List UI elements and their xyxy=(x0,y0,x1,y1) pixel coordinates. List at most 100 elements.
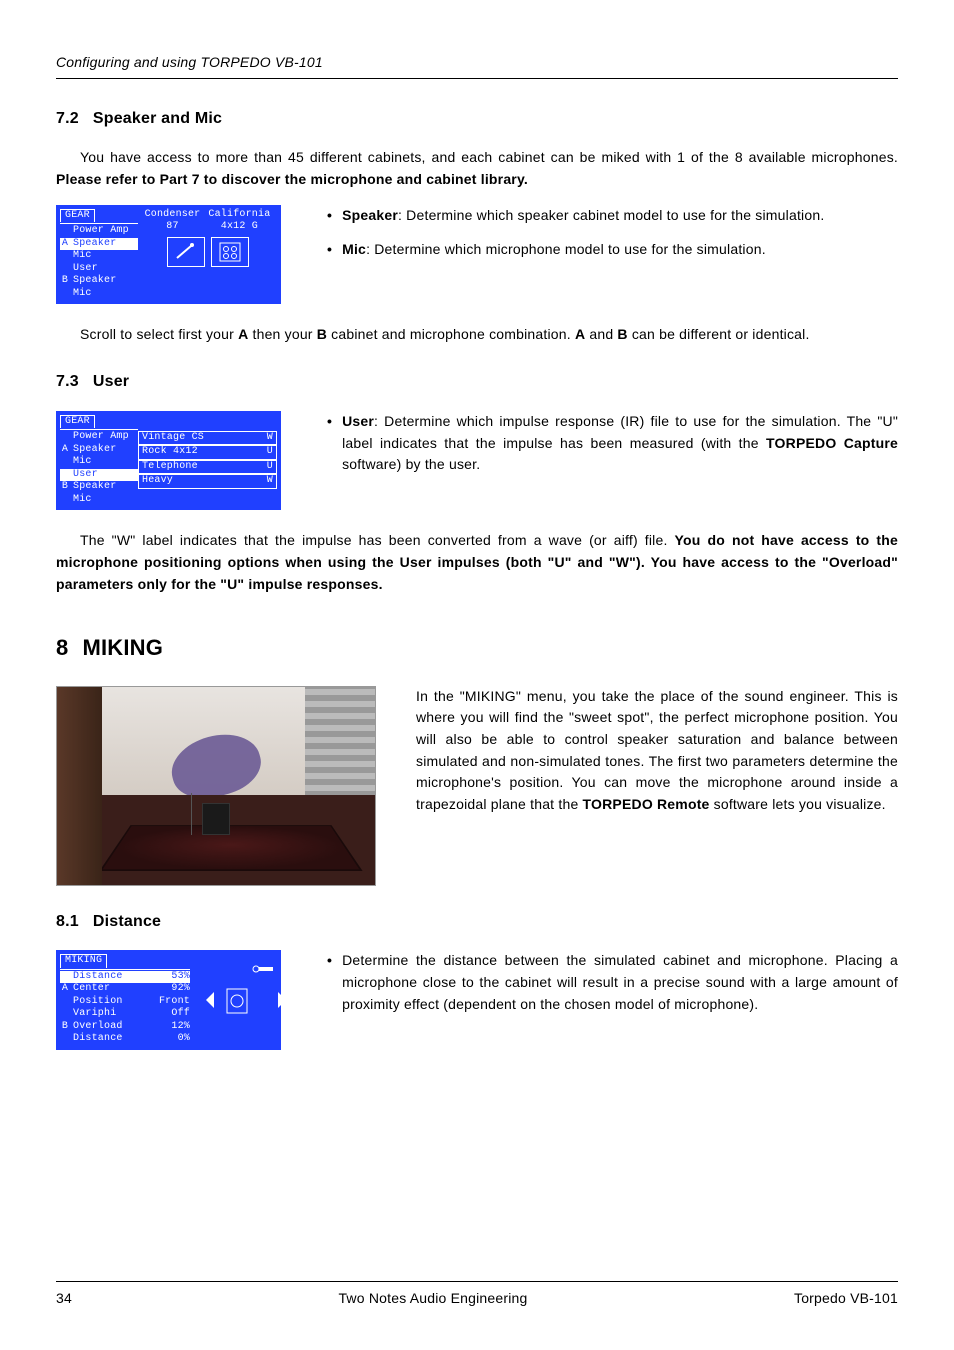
lcd-tab: GEAR xyxy=(60,415,95,429)
page-header: Configuring and using TORPEDO VB-101 xyxy=(56,52,898,79)
lcd-box-tag: W xyxy=(267,432,273,445)
para-8: In the "MIKING" menu, you take the place… xyxy=(416,686,898,816)
heading-text: MIKING xyxy=(82,635,163,660)
lcd-label: Mic xyxy=(73,250,135,263)
text: software lets you visualize. xyxy=(710,796,886,812)
lcd-label: Distance xyxy=(73,971,135,984)
lcd-label: Mic xyxy=(73,456,135,469)
lcd-side: B xyxy=(60,1021,70,1034)
text: cabinet and microphone combination. xyxy=(327,326,575,342)
lcd-box-name: Rock 4x12 xyxy=(142,446,198,459)
lcd-box: Rock 4x12 U xyxy=(138,445,277,460)
heading-8-1: 8.1 Distance xyxy=(56,910,898,935)
bullet-text: : Determine which microphone model to us… xyxy=(366,241,766,257)
lcd-box-tag: U xyxy=(267,461,273,474)
lcd-label: Mic xyxy=(73,494,135,507)
lcd-value: Off xyxy=(171,1008,190,1021)
lcd-label: Speaker xyxy=(73,481,135,494)
lcd-tab: GEAR xyxy=(60,209,95,223)
page-footer: 34 Two Notes Audio Engineering Torpedo V… xyxy=(56,1281,898,1310)
bullet-text: : Determine which speaker cabinet model … xyxy=(398,207,824,223)
bullet-label: Mic xyxy=(342,241,366,257)
text-bold: TORPEDO Remote xyxy=(583,796,710,812)
heading-text: Distance xyxy=(93,913,161,930)
lcd-label: Overload xyxy=(73,1021,135,1034)
heading-text: Speaker and Mic xyxy=(93,110,222,127)
page-number: 34 xyxy=(56,1288,72,1310)
bullet-list-72: Speaker: Determine which speaker cabinet… xyxy=(321,205,898,272)
lcd-label: Power Amp xyxy=(73,225,135,238)
lcd-side: B xyxy=(60,481,70,494)
arrow-right-icon xyxy=(276,980,288,1020)
heading-number: 7.3 xyxy=(56,373,79,390)
lcd-value: 12% xyxy=(171,1021,190,1034)
lcd-side: A xyxy=(60,238,70,251)
lcd-label: Speaker xyxy=(73,444,135,457)
text: then your xyxy=(248,326,316,342)
lcd-side: A xyxy=(60,444,70,457)
lcd-label: Position xyxy=(73,996,135,1009)
list-item: Speaker: Determine which speaker cabinet… xyxy=(321,205,898,227)
text-bold: B xyxy=(317,326,327,342)
cabinet-icon xyxy=(211,237,249,267)
lcd-label: User xyxy=(73,263,135,276)
text-bold: Please refer to Part 7 to discover the m… xyxy=(56,171,528,187)
lcd-value: 4x12 G xyxy=(208,221,270,234)
lcd-side: A xyxy=(60,983,70,996)
heading-number: 8 xyxy=(56,635,68,660)
lcd-value: Front xyxy=(159,996,190,1009)
text-bold: B xyxy=(617,326,627,342)
lcd-side: B xyxy=(60,275,70,288)
text: Scroll to select first your xyxy=(80,326,238,342)
para-72-after: Scroll to select first your A then your … xyxy=(56,324,898,346)
heading-8: 8 MIKING xyxy=(56,631,898,665)
lcd-box-tag: U xyxy=(267,446,273,459)
bullet-label: User xyxy=(342,413,374,429)
text-bold: A xyxy=(238,326,248,342)
list-item: User: Determine which impulse response (… xyxy=(321,411,898,476)
lcd-label: User xyxy=(73,469,135,482)
mic-icon xyxy=(167,237,205,267)
lcd-value: California xyxy=(208,209,270,222)
text: In the "MIKING" menu, you take the place… xyxy=(416,688,898,812)
lcd-box: Vintage CS W xyxy=(138,431,277,446)
lcd-label: Power Amp xyxy=(73,431,135,444)
heading-7-3: 7.3 User xyxy=(56,370,898,395)
list-item: Mic: Determine which microphone model to… xyxy=(321,239,898,261)
lcd-label: Speaker xyxy=(73,275,135,288)
lcd-miking-distance: MIKING Distance53% ACenter92% PositionFr… xyxy=(56,950,281,1050)
text-bold: A xyxy=(575,326,585,342)
heading-7-2: 7.2Speaker and Mic xyxy=(56,107,898,132)
text: You have access to more than 45 differen… xyxy=(80,149,898,165)
lcd-value: 53% xyxy=(171,971,190,984)
lcd-value: Condenser xyxy=(145,209,201,222)
lcd-value: 87 xyxy=(145,221,201,234)
bullet-list-81: Determine the distance between the simul… xyxy=(321,950,898,1027)
bullet-list-73: User: Determine which impulse response (… xyxy=(321,411,898,488)
text: The "W" label indicates that the impulse… xyxy=(80,532,675,548)
lcd-value: 92% xyxy=(171,983,190,996)
footer-right: Torpedo VB-101 xyxy=(794,1288,898,1310)
list-item: Determine the distance between the simul… xyxy=(321,950,898,1015)
mic-icon xyxy=(252,964,276,974)
lcd-box-tag: W xyxy=(267,475,273,488)
lcd-label: Variphi xyxy=(73,1008,135,1021)
text: and xyxy=(585,326,617,342)
bullet-text: software) by the user. xyxy=(342,456,480,472)
bullet-label: Speaker xyxy=(342,207,398,223)
heading-text: User xyxy=(93,373,129,390)
bullet-bold: TORPEDO Capture xyxy=(766,435,898,451)
footer-center: Two Notes Audio Engineering xyxy=(338,1288,527,1310)
lcd-label: Mic xyxy=(73,288,135,301)
heading-number: 8.1 xyxy=(56,913,79,930)
lcd-value: 0% xyxy=(178,1033,190,1046)
lcd-box-name: Telephone xyxy=(142,461,198,474)
bullet-text: Determine the distance between the simul… xyxy=(342,950,898,1015)
cabinet-icon xyxy=(224,983,252,1017)
text: can be different or identical. xyxy=(628,326,810,342)
lcd-box-name: Vintage CS xyxy=(142,432,204,445)
arrow-left-icon xyxy=(194,980,224,1020)
lcd-gear-user: GEAR Power Amp ASpeaker Mic User BSpeake… xyxy=(56,411,281,511)
lcd-label: Speaker xyxy=(73,238,135,251)
lcd-box: HeavyW xyxy=(138,474,277,489)
